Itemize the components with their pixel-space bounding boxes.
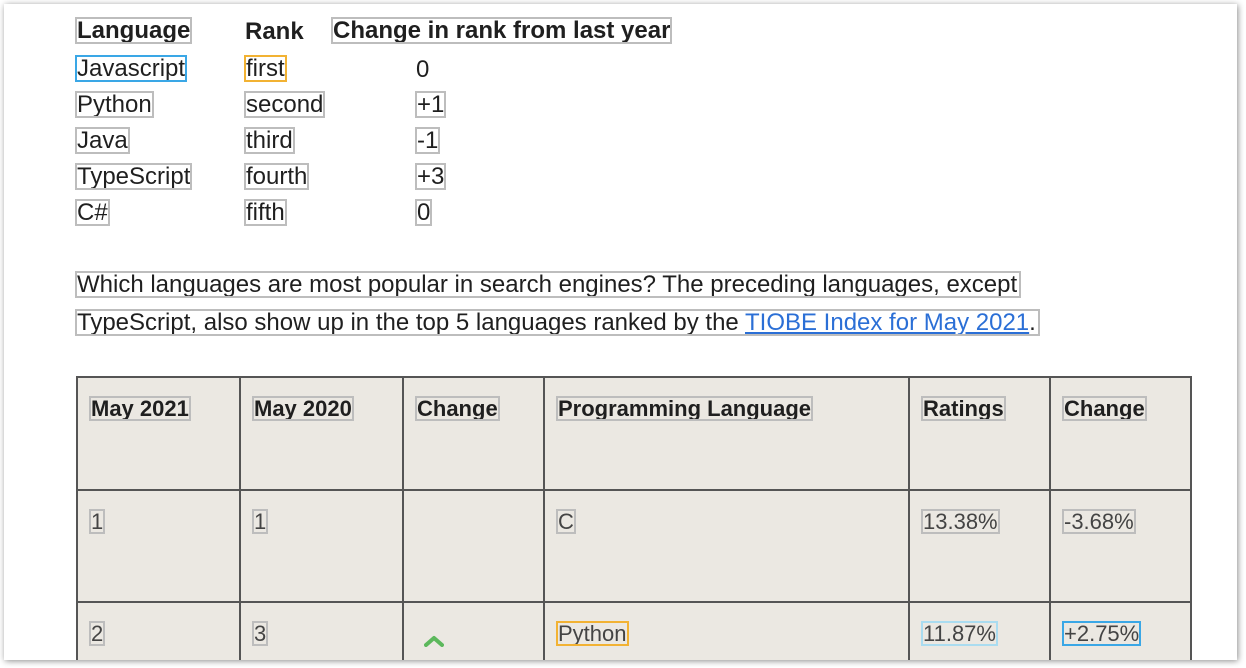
header-ratings: Ratings bbox=[921, 395, 1006, 422]
cell-may-2021: 1 bbox=[88, 508, 106, 535]
cell-ratings-change: -3.68% bbox=[1062, 508, 1136, 535]
change-cell: 0 bbox=[414, 198, 433, 227]
header-change: Change bbox=[415, 395, 500, 422]
tiobe-index-link[interactable]: TIOBE Index for May 2021 bbox=[745, 309, 1030, 336]
rank-cell: third bbox=[244, 126, 295, 155]
header-ratings-change: Change bbox=[1062, 395, 1147, 422]
header-may-2021: May 2021 bbox=[89, 395, 191, 422]
paragraph-line-1: Which languages are most popular in sear… bbox=[74, 270, 1022, 299]
language-cell: Python bbox=[75, 90, 154, 119]
tiobe-index-table: May 2021 May 2020 Change Programming Lan… bbox=[76, 376, 1192, 660]
rank-cell: second bbox=[243, 90, 326, 119]
change-cell: 0 bbox=[416, 56, 430, 83]
header-change-in-rank: Change in rank from last year bbox=[330, 16, 673, 45]
tiobe-header-row: May 2021 May 2020 Change Programming Lan… bbox=[76, 376, 1192, 491]
language-cell: TypeScript bbox=[74, 162, 193, 191]
cell-ratings-change[interactable]: +2.75% bbox=[1061, 620, 1142, 647]
document-page: Language Rank Change in rank from last y… bbox=[4, 4, 1237, 660]
rank-cell[interactable]: first bbox=[244, 54, 287, 83]
table-row: 2 3 Python 11.87% +2.75% bbox=[76, 601, 1192, 660]
cell-ratings: 13.38% bbox=[921, 508, 1000, 535]
cell-language: C bbox=[556, 508, 576, 535]
paragraph-line-2-end: . bbox=[1029, 309, 1036, 336]
search-popularity-paragraph: Which languages are most popular in sear… bbox=[74, 266, 1040, 342]
change-cell: -1 bbox=[414, 126, 441, 155]
paragraph-line-2-text: TypeScript, also show up in the top 5 la… bbox=[77, 309, 745, 336]
chevron-up-icon bbox=[424, 627, 444, 653]
change-cell: +3 bbox=[414, 162, 447, 191]
paragraph-line-2: TypeScript, also show up in the top 5 la… bbox=[75, 308, 1040, 337]
header-programming-language: Programming Language bbox=[555, 395, 814, 422]
cell-ratings[interactable]: 11.87% bbox=[921, 620, 998, 647]
cell-may-2020: 3 bbox=[251, 620, 269, 647]
header-may-2020: May 2020 bbox=[252, 395, 354, 422]
table-row: 1 1 C 13.38% -3.68% bbox=[76, 489, 1192, 603]
change-cell: +1 bbox=[414, 90, 447, 119]
cell-change-empty bbox=[402, 489, 545, 603]
header-rank: Rank bbox=[245, 18, 304, 45]
rank-cell: fifth bbox=[244, 198, 287, 227]
rank-cell: fourth bbox=[243, 162, 310, 191]
language-cell: C# bbox=[75, 198, 110, 227]
language-cell: Java bbox=[75, 126, 130, 155]
cell-may-2021: 2 bbox=[88, 620, 106, 647]
cell-language[interactable]: Python bbox=[556, 620, 629, 647]
language-cell[interactable]: Javascript bbox=[74, 54, 188, 83]
header-language: Language bbox=[74, 16, 193, 45]
cell-may-2020: 1 bbox=[251, 508, 269, 535]
